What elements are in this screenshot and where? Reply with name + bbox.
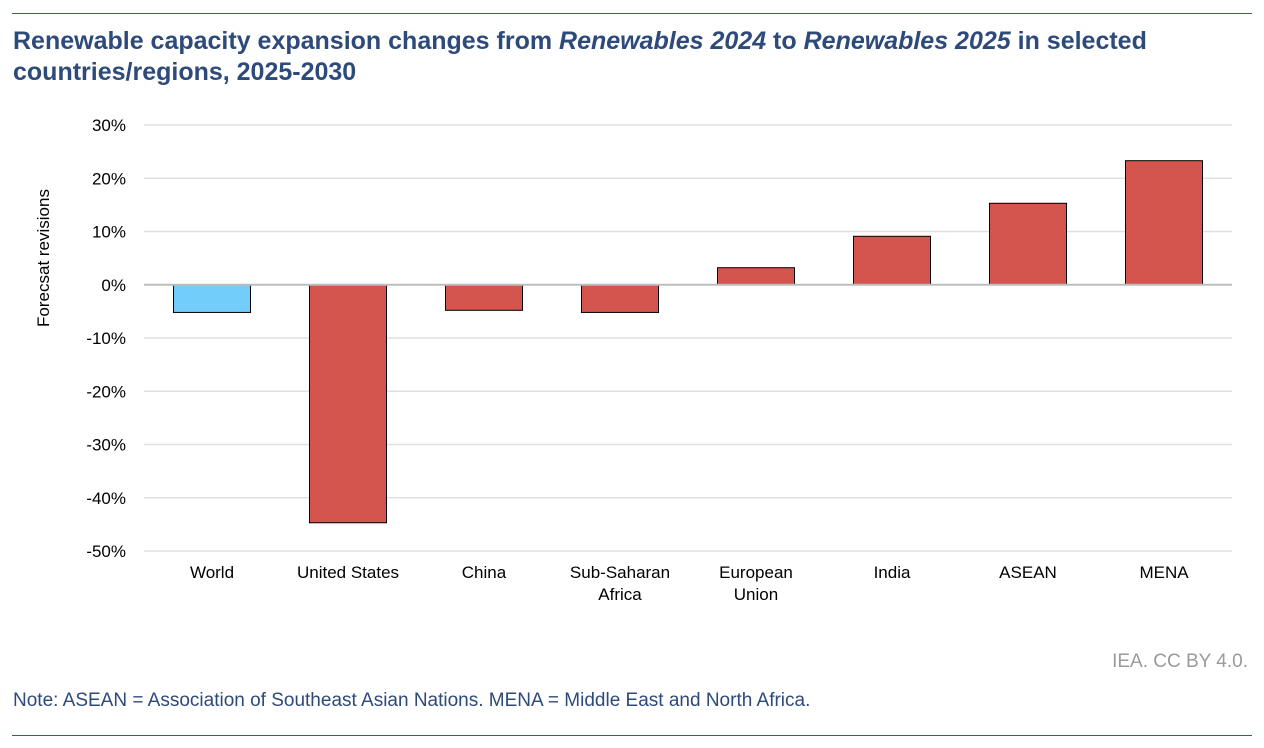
bar xyxy=(1125,160,1203,286)
y-tick-label: 0% xyxy=(101,276,126,295)
x-tick-label: United States xyxy=(297,563,399,582)
chart-title: Renewable capacity expansion changes fro… xyxy=(13,26,1253,88)
bar xyxy=(173,284,251,313)
top-rule xyxy=(12,13,1252,14)
x-tick-label: World xyxy=(190,563,234,582)
title-part: in selected countries/regions, 2025-2030 xyxy=(13,27,1147,86)
title-part: Renewables 2025 xyxy=(803,27,1011,55)
y-tick-label: -30% xyxy=(86,436,126,455)
x-tick-label: Africa xyxy=(598,585,642,604)
x-tick-label: Union xyxy=(734,585,778,604)
x-tick-label: European xyxy=(719,563,793,582)
bar xyxy=(309,284,387,524)
x-tick-label: ASEAN xyxy=(999,563,1057,582)
title-part: to xyxy=(766,27,804,55)
title-part: Renewables 2024 xyxy=(559,27,767,55)
y-tick-label: 30% xyxy=(92,116,126,135)
y-tick-label: -50% xyxy=(86,542,126,561)
x-tick-label: India xyxy=(874,563,911,582)
y-tick-label: 10% xyxy=(92,223,126,242)
note: Note: ASEAN = Association of Southeast A… xyxy=(13,690,811,711)
title-part: Renewable capacity expansion changes fro… xyxy=(13,27,560,55)
bar xyxy=(445,284,523,311)
bar xyxy=(717,267,795,286)
y-tick-label: 20% xyxy=(92,169,126,188)
y-axis-label: Forecsat revisions xyxy=(34,189,53,327)
x-tick-label: China xyxy=(462,563,507,582)
bottom-rule xyxy=(12,735,1252,736)
bar xyxy=(581,284,659,313)
bar-chart: 30% 20% 10% 0% -10% -20% -30% -40% -50% Forecsat … xyxy=(34,116,1232,604)
bar xyxy=(853,235,931,286)
y-tick-label: -40% xyxy=(86,489,126,508)
y-tick-label: -10% xyxy=(86,329,126,348)
x-tick-label: MENA xyxy=(1139,563,1189,582)
x-tick-label: Sub-Saharan xyxy=(570,563,670,582)
bar xyxy=(989,202,1067,286)
y-tick-label: -20% xyxy=(86,382,126,401)
credit: IEA. CC BY 4.0. xyxy=(1112,651,1248,672)
